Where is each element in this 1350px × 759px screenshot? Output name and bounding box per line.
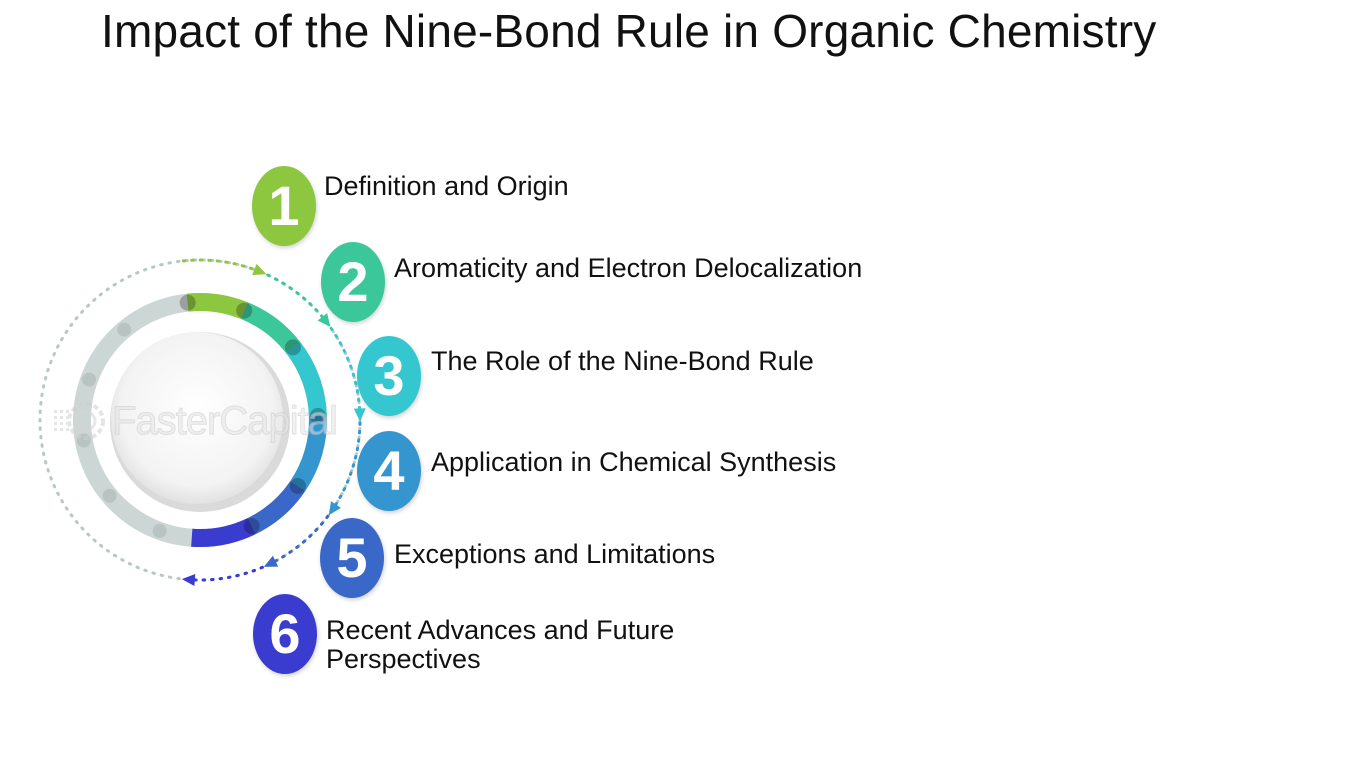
page-title: Impact of the Nine-Bond Rule in Organic … — [101, 5, 1157, 57]
ring-arc-3 — [285, 341, 327, 417]
ring-dot-3 — [284, 339, 301, 356]
ring-dot-4 — [309, 407, 326, 424]
ring-arrow-3 — [353, 408, 366, 422]
ring-arrow-2 — [317, 313, 331, 328]
outer-arc-4 — [331, 412, 362, 511]
step-3-label: The Role of the Nine-Bond Rule — [431, 346, 814, 376]
ring-arc-6 — [191, 517, 256, 547]
outer-arc-2 — [258, 270, 328, 323]
step-6-number-badge: 6 — [253, 594, 317, 674]
progress-arcs — [181, 258, 362, 582]
ring-arrow-1 — [252, 263, 267, 275]
ring-arc-1 — [186, 293, 248, 320]
ring-arrows — [181, 263, 366, 587]
ring-grey-dot — [102, 488, 117, 503]
watermark: FasterCapital — [52, 396, 339, 446]
ring-grey-dot — [82, 372, 97, 387]
step-2-label: Aromaticity and Electron Delocalization — [394, 253, 863, 283]
center-disc — [111, 332, 283, 504]
ring-grey-dot — [152, 523, 167, 538]
outer-arc-6 — [187, 562, 272, 582]
gear-logo-icon — [54, 402, 105, 440]
ring-arrow-4 — [328, 501, 341, 516]
step-1-number-badge: 1 — [252, 166, 316, 246]
outer-arc-5 — [268, 507, 335, 566]
ring-arc-4 — [290, 415, 327, 492]
step-4-label: Application in Chemical Synthesis — [431, 447, 837, 477]
ring-arc-2 — [240, 302, 301, 354]
ring-dot-5 — [289, 477, 306, 494]
ring-arrow-6 — [181, 574, 196, 587]
ring-grey-dot — [117, 322, 132, 337]
outer-arc-3 — [324, 319, 362, 416]
ring-dot-6 — [243, 518, 260, 535]
ring-dot-2 — [236, 302, 253, 319]
step-5-label: Exceptions and Limitations — [394, 539, 716, 569]
ring-arrow-5 — [263, 555, 279, 567]
step-5-number-badge: 5 — [320, 518, 384, 598]
watermark-text: FasterCapital — [112, 398, 339, 443]
ring-dots — [76, 294, 326, 538]
ring-arc-5 — [247, 480, 306, 535]
step-6-label: Recent Advances and Future Perspectives — [326, 615, 675, 674]
step-2-number-badge: 2 — [321, 242, 385, 322]
step-4-number-badge: 4 — [357, 431, 421, 511]
ring-dot-1 — [179, 294, 196, 311]
step-3-number-badge: 3 — [357, 336, 421, 416]
step-1-label: Definition and Origin — [324, 171, 569, 201]
